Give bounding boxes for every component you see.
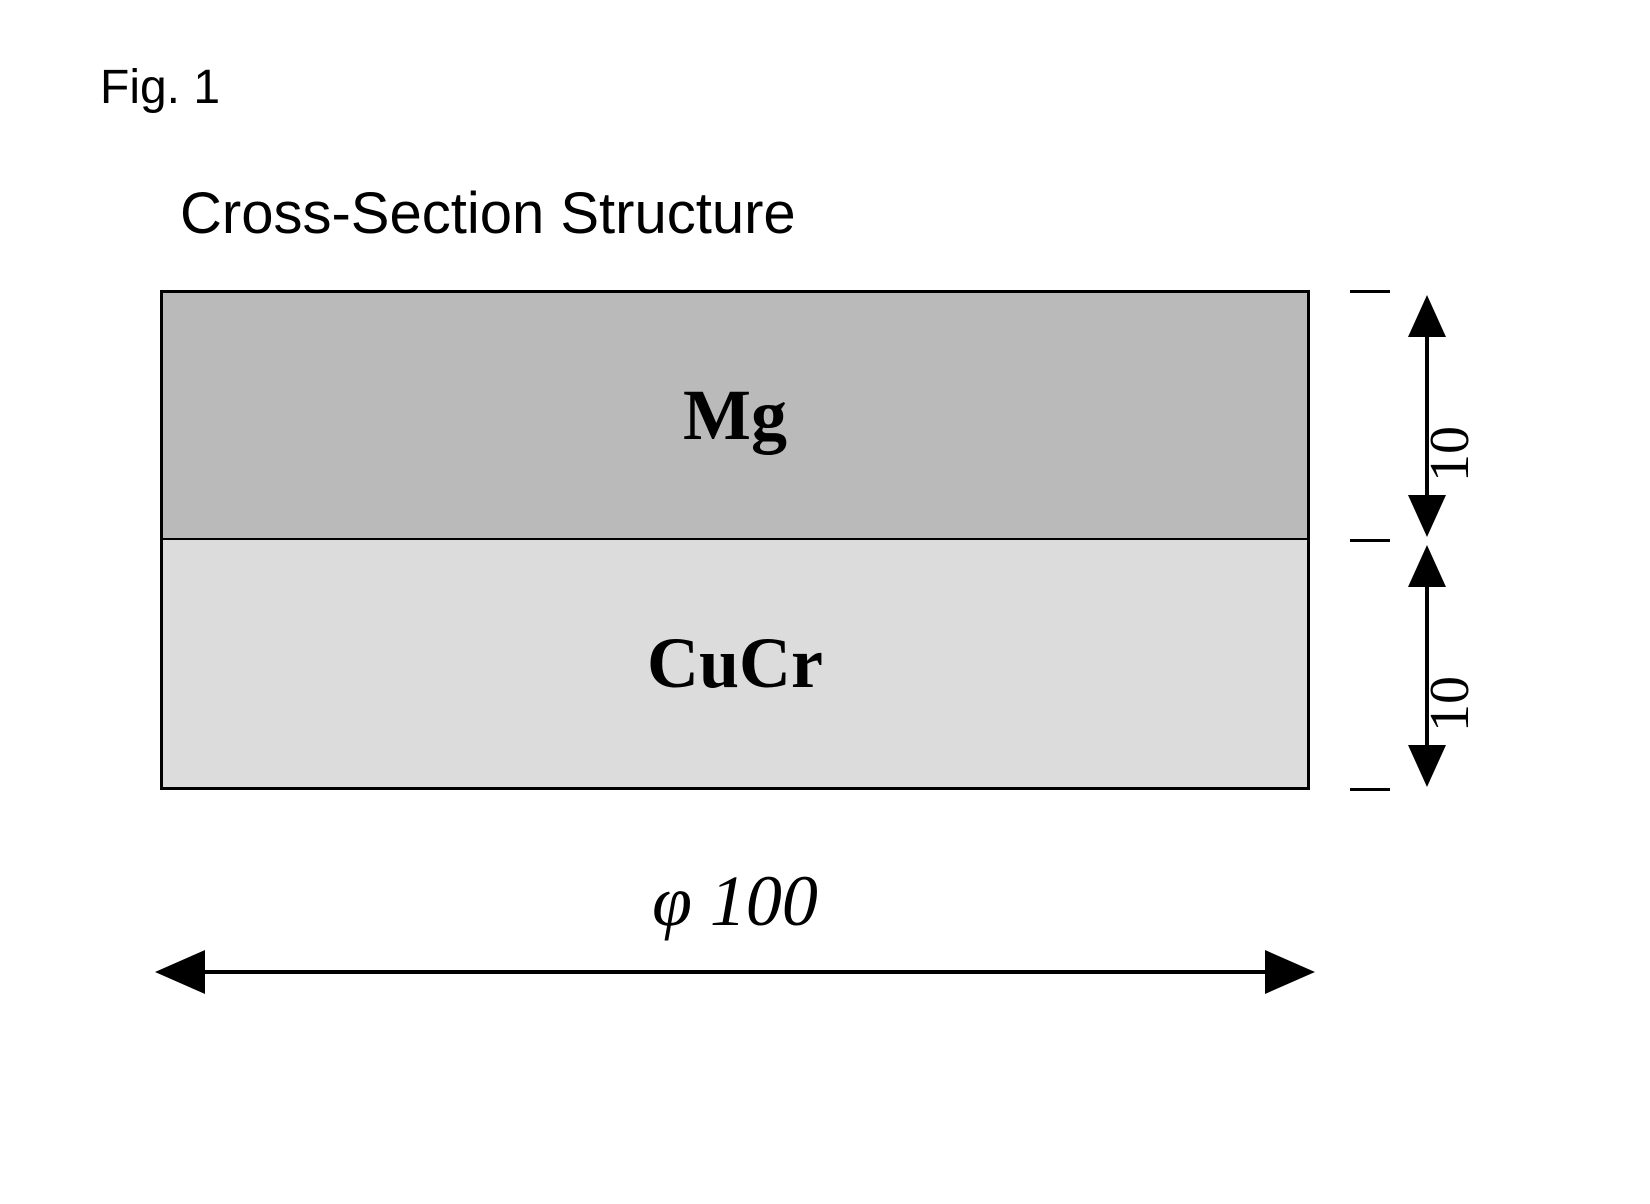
- arrow-right-icon: [1265, 950, 1315, 994]
- dimension-line: [160, 970, 1310, 974]
- dimension-tick: [1350, 539, 1390, 542]
- vertical-dimensions: 10 10: [1350, 290, 1530, 790]
- cross-section-box: Mg CuCr: [160, 290, 1310, 790]
- horizontal-dimension: φ 100: [160, 820, 1310, 1020]
- layer-label: Mg: [683, 374, 787, 457]
- diagram-area: Mg CuCr 10 10 φ 100: [140, 290, 1540, 1140]
- layer-cucr: CuCr: [163, 540, 1307, 787]
- arrow-down-icon: [1408, 495, 1446, 537]
- width-dimension-label: φ 100: [160, 860, 1310, 943]
- arrow-down-icon: [1408, 745, 1446, 787]
- dimension-line: [1425, 315, 1429, 515]
- dimension-label: 10: [1418, 676, 1482, 732]
- figure-label: Fig. 1: [100, 60, 220, 115]
- dimension-tick: [1350, 788, 1390, 791]
- dimension-label: 10: [1418, 426, 1482, 482]
- diagram-title: Cross-Section Structure: [180, 180, 796, 247]
- layer-label: CuCr: [647, 622, 823, 705]
- dimension-line: [1425, 565, 1429, 765]
- dimension-tick: [1350, 290, 1390, 293]
- layer-mg: Mg: [163, 293, 1307, 540]
- figure-container: Fig. 1 Cross-Section Structure Mg CuCr 1…: [40, 40, 1650, 1164]
